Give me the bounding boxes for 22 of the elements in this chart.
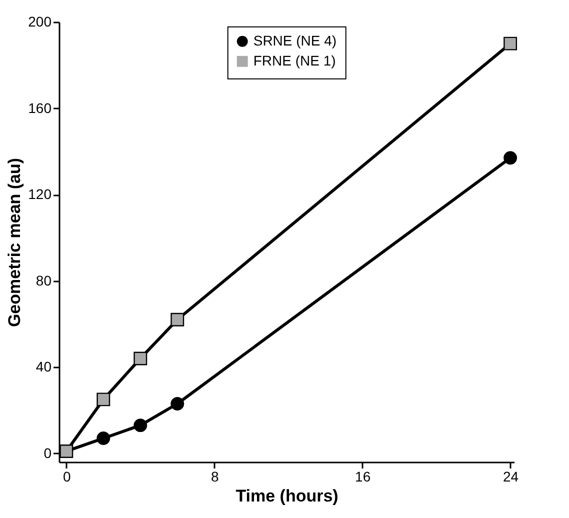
point bbox=[504, 151, 518, 165]
y-tick-label: 80 bbox=[36, 272, 52, 288]
point bbox=[170, 397, 184, 410]
legend-label: FRNE (NE 1) bbox=[253, 52, 336, 68]
y-axis-title: Geometric mean (au) bbox=[5, 158, 24, 328]
legend-label: SRNE (NE 4) bbox=[253, 32, 337, 48]
point bbox=[134, 352, 148, 366]
x-tick-label: 24 bbox=[503, 468, 519, 484]
point bbox=[96, 392, 110, 406]
y-tick-label: 0 bbox=[44, 444, 52, 461]
point bbox=[134, 418, 148, 432]
y-tick-label: 160 bbox=[28, 100, 52, 116]
y-tick-label: 120 bbox=[28, 186, 52, 202]
x-axis-title: Time (hours) bbox=[236, 486, 338, 506]
point bbox=[504, 36, 518, 50]
x-tick-label: 8 bbox=[210, 468, 219, 484]
point bbox=[96, 432, 110, 445]
y-tick-label: 40 bbox=[36, 358, 52, 375]
x-tick-label: 0 bbox=[63, 468, 71, 484]
y-tick-label: 200 bbox=[28, 14, 52, 30]
x-tick-label: 16 bbox=[355, 468, 371, 484]
point bbox=[170, 312, 184, 326]
